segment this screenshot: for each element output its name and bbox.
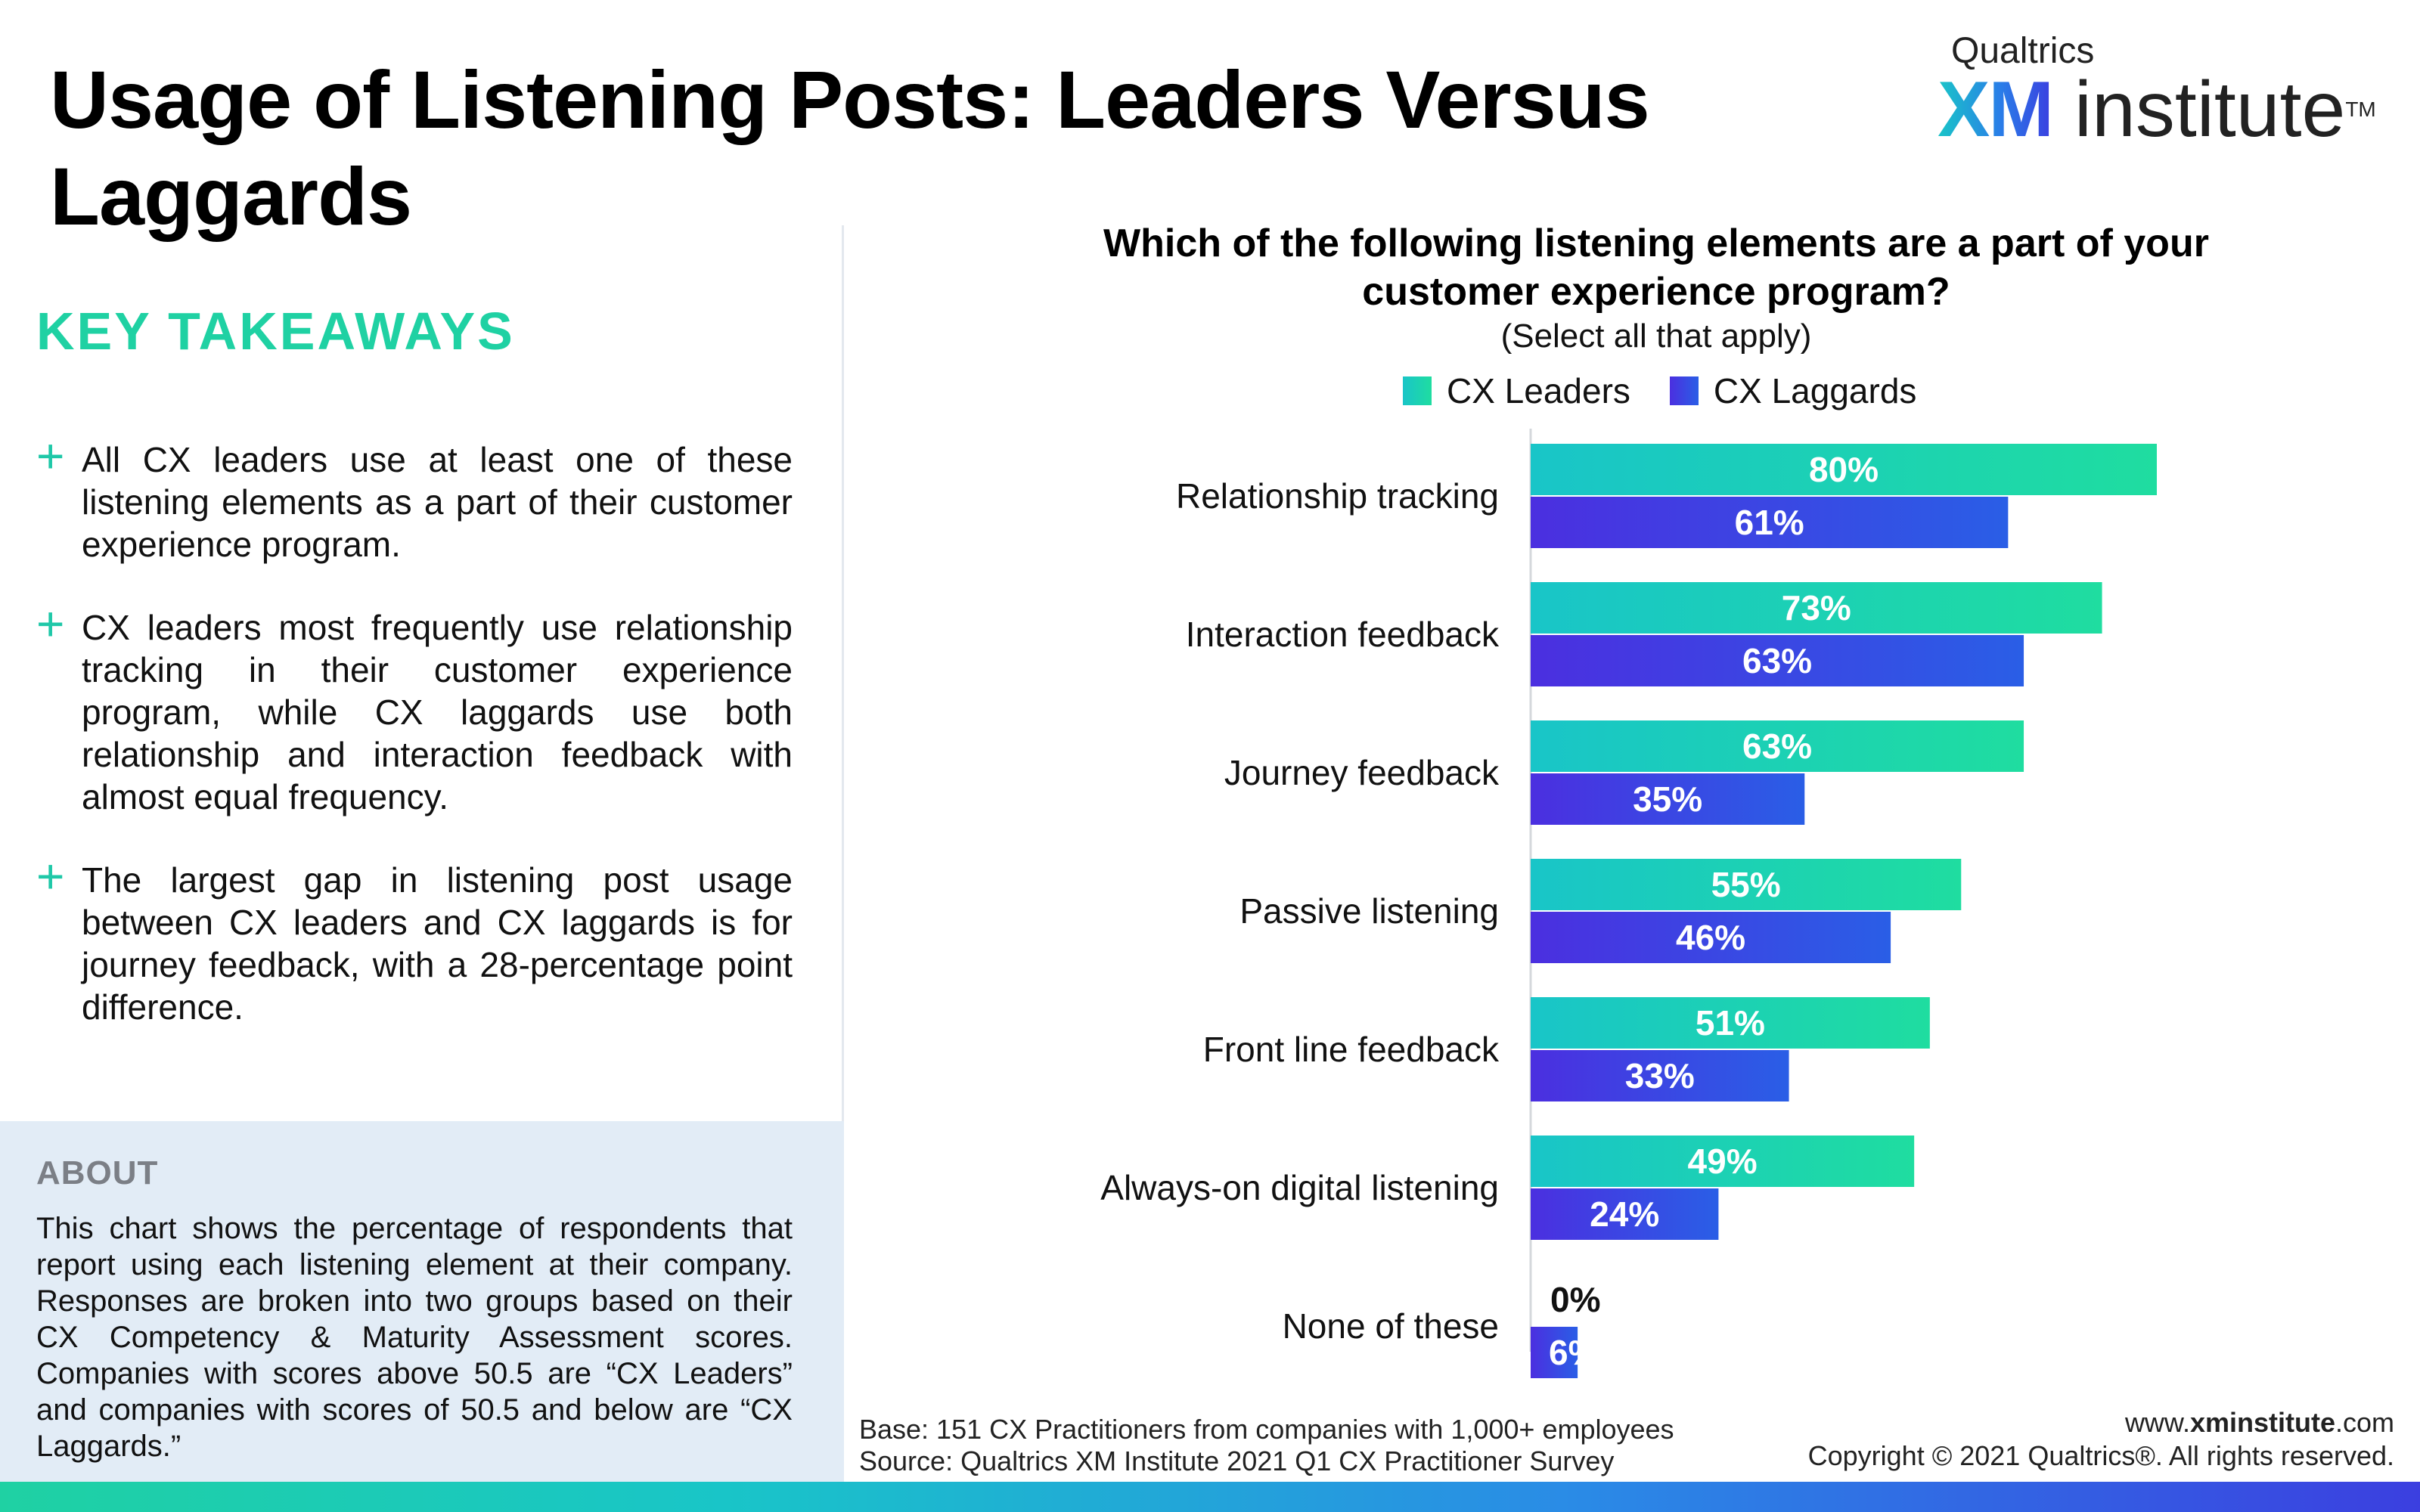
data-label: 61%: [1735, 503, 1804, 542]
data-label: 35%: [1633, 779, 1702, 819]
chart-legend: CX Leaders CX Laggards: [1403, 370, 1956, 411]
brand-tm: TM: [2345, 98, 2376, 121]
footer-base: Base: 151 CX Practitioners from companie…: [859, 1414, 1674, 1445]
bar-leaders: [1531, 997, 1930, 1049]
bar-laggards: [1531, 773, 1805, 825]
takeaway-item: + The largest gap in listening post usag…: [36, 849, 793, 1028]
legend-swatch-laggards: [1669, 376, 1699, 405]
bar-laggards: [1531, 635, 2024, 686]
chart-title: Which of the following listening element…: [1103, 222, 2209, 314]
plus-icon: +: [36, 596, 65, 651]
takeaway-item: + CX leaders most frequently use relatio…: [36, 596, 793, 818]
bar-laggards: [1531, 1188, 1719, 1240]
category-label: Front line feedback: [1203, 1030, 1500, 1069]
data-label: 0%: [1550, 1280, 1600, 1319]
brand-logo: Qualtrics XM instituteTM: [1938, 30, 2376, 149]
footer-site[interactable]: www.xminstitute.com: [1808, 1406, 2394, 1439]
data-label: 6%: [1549, 1333, 1599, 1372]
data-label: 55%: [1711, 865, 1781, 904]
bar-leaders: [1531, 582, 2102, 634]
category-label: Interaction feedback: [1186, 615, 1500, 654]
footer-source: Source: Qualtrics XM Institute 2021 Q1 C…: [859, 1445, 1615, 1476]
takeaway-text: The largest gap in listening post usage …: [82, 860, 793, 1027]
legend-item-laggards: CX Laggards: [1669, 370, 1917, 411]
legend-label-leaders: CX Leaders: [1447, 371, 1630, 411]
brand-xm-institute: XM instituteTM: [1938, 70, 2376, 149]
bar-leaders: [1531, 859, 1962, 910]
legend-item-leaders: CX Leaders: [1403, 370, 1630, 411]
data-label: 46%: [1676, 918, 1745, 957]
data-label: 24%: [1590, 1194, 1659, 1234]
bar-laggards: [1531, 1327, 1578, 1378]
brand-qualtrics: Qualtrics: [1951, 31, 2095, 71]
footer-copyright: Copyright © 2021 Qualtrics®. All rights …: [1807, 1440, 2394, 1471]
bar-leaders: [1531, 720, 2024, 772]
bar-leaders: [1531, 1136, 1915, 1187]
brand-institute: institute: [2074, 66, 2346, 153]
data-label: 63%: [1742, 641, 1812, 680]
key-takeaways-heading: KEY TAKEAWAYS: [36, 302, 515, 361]
about-panel: ABOUT This chart shows the percentage of…: [0, 1121, 844, 1484]
bottom-gradient-bar: [0, 1482, 2420, 1512]
data-label: 63%: [1742, 727, 1812, 766]
takeaway-item: + All CX leaders use at least one of the…: [36, 429, 793, 565]
site-prefix: www.: [2124, 1407, 2190, 1438]
plus-icon: +: [36, 429, 65, 483]
bar-laggards: [1531, 497, 2009, 548]
about-heading: ABOUT: [36, 1154, 159, 1191]
bar-leaders: [1531, 444, 2157, 495]
takeaway-text: All CX leaders use at least one of these…: [82, 440, 793, 564]
data-label: 80%: [1809, 450, 1879, 489]
legend-swatch-leaders: [1403, 376, 1432, 405]
category-label: Always-on digital listening: [1100, 1168, 1499, 1207]
data-label: 33%: [1625, 1056, 1695, 1095]
panel-divider: [842, 225, 844, 1121]
footer-brand: www.xminstitute.com Copyright © 2021 Qua…: [1808, 1406, 2394, 1473]
about-text: This chart shows the percentage of respo…: [36, 1212, 793, 1463]
site-suffix: .com: [2335, 1407, 2394, 1438]
data-label: 49%: [1688, 1142, 1758, 1181]
data-label: 51%: [1696, 1003, 1765, 1043]
category-label: Journey feedback: [1224, 753, 1500, 792]
plus-icon: +: [36, 849, 65, 903]
brand-xm: XM: [1938, 66, 2054, 153]
category-label: Relationship tracking: [1176, 476, 1499, 516]
site-bold: xminstitute: [2189, 1407, 2335, 1438]
takeaway-text: CX leaders most frequently use relations…: [82, 608, 793, 816]
category-label: Passive listening: [1239, 891, 1499, 931]
legend-label-laggards: CX Laggards: [1713, 371, 1917, 411]
footer-notes: Base: 151 CX Practitioners from companie…: [859, 1414, 1674, 1477]
bar-laggards: [1531, 912, 1891, 963]
bar-laggards: [1531, 1050, 1789, 1101]
chart-subtitle: (Select all that apply): [1500, 318, 1812, 355]
category-label: None of these: [1283, 1306, 1499, 1346]
page-title: Usage of Listening Posts: Leaders Versus…: [50, 54, 1650, 242]
data-label: 73%: [1782, 588, 1851, 627]
